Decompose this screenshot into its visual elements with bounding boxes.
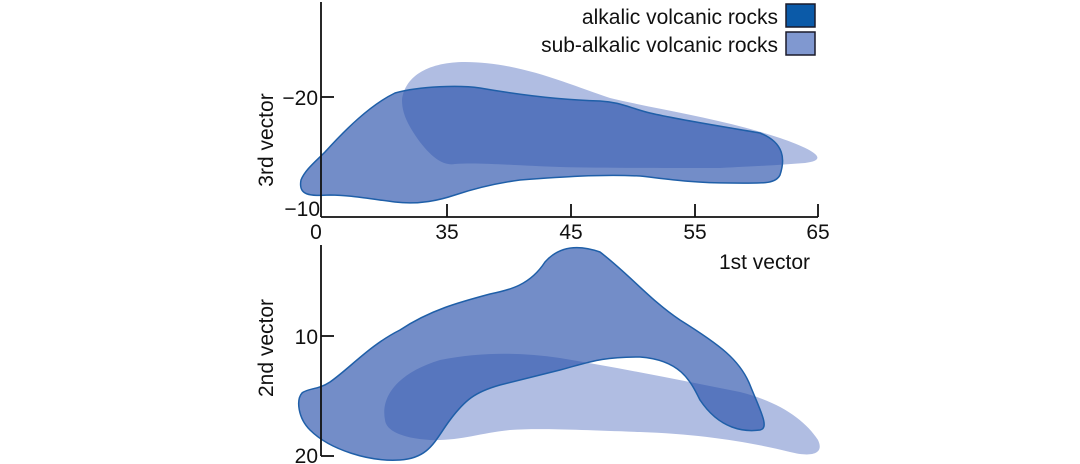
x-tick-label: 65: [806, 221, 829, 244]
y-tick-label: 10: [295, 326, 318, 349]
legend: alkalic volcanic rocks sub-alkalic volca…: [541, 3, 816, 57]
x-tick-label: 0: [310, 221, 322, 244]
x-tick-label: 55: [683, 221, 706, 244]
alkalic-field-top: [299, 85, 784, 204]
x-axis-label: 1st vector: [719, 251, 810, 274]
y-tick-label: −20: [282, 87, 318, 110]
legend-swatch-sub-alkalic: [785, 31, 816, 56]
legend-swatch-alkalic: [785, 3, 816, 28]
y-tick-label: 20: [295, 445, 318, 464]
y-tick-label: −10: [284, 198, 320, 221]
y-axis-label-top: 3rd vector: [255, 93, 278, 186]
legend-label-sub-alkalic: sub-alkalic volcanic rocks: [541, 34, 778, 57]
bottom-axes: [320, 245, 334, 457]
top-axes: [320, 2, 819, 218]
legend-label-alkalic: alkalic volcanic rocks: [582, 6, 778, 29]
x-tick-label: 35: [435, 221, 458, 244]
y-axis-label-bottom: 2nd vector: [255, 299, 278, 397]
alkalic-field-bottom: [297, 246, 765, 461]
x-tick-label: 45: [559, 221, 582, 244]
